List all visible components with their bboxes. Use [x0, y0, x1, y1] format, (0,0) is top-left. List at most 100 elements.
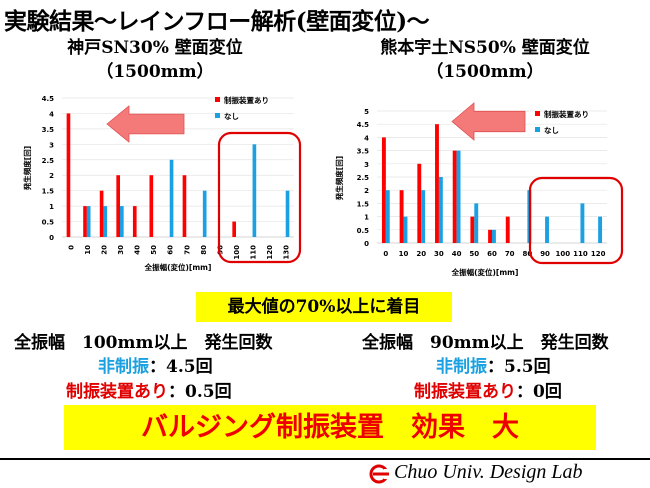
x-tick-label: 90	[216, 245, 224, 255]
legend-label: 制振装置あり	[544, 109, 589, 119]
bar-damped-70	[505, 216, 510, 243]
bar-damped-30	[435, 124, 439, 243]
left-chart-subtitle-size: （1500mm）	[96, 62, 214, 82]
bar-none-20	[421, 190, 426, 243]
x-tick-label: 80	[523, 250, 533, 258]
x-tick-label: 20	[416, 250, 426, 258]
damped-value: ：0.5回	[168, 382, 232, 402]
y-tick-label: 3.5	[42, 126, 55, 134]
bar-damped-0	[66, 113, 71, 237]
legend-swatch	[215, 113, 220, 118]
bar-none-120	[598, 216, 603, 243]
y-tick-label: 4.5	[357, 121, 370, 129]
y-tick-label: 3	[49, 141, 54, 149]
y-tick-label: 2	[49, 172, 54, 180]
bar-damped-10	[83, 206, 87, 237]
x-tick-label: 10	[399, 250, 409, 258]
bar-none-60	[169, 159, 174, 237]
left-bar-chart: 0 0.5 1 1.5 2 2.5 3 3.5 4 4.5 0 10 20 30 40 50 60 70 80 90 1…	[22, 95, 302, 272]
y-tick-label: 0.5	[42, 219, 55, 227]
non-damped-value: ：4.5回	[149, 357, 213, 377]
right-bar-chart: 00.511.522.533.544.550 10 20 30 40 50 60 70 80 90…	[334, 102, 624, 277]
x-tick-label: 130	[283, 245, 291, 260]
bar-none-110	[252, 144, 257, 237]
legend-label: なし	[224, 112, 239, 121]
bar-none-10	[86, 206, 91, 237]
legend-swatch	[535, 111, 540, 116]
bar-none-20	[103, 206, 108, 237]
damped-label: 制振装置あり	[66, 382, 168, 402]
y-tick-label: 5	[364, 108, 369, 116]
x-tick-label: 80	[200, 245, 208, 255]
y-tick-label: 3.5	[357, 148, 370, 156]
bar-damped-40	[132, 206, 137, 237]
x-tick-label: 120	[266, 245, 274, 260]
legend-label: 制振装置あり	[224, 95, 269, 105]
y-tick-label: 1	[49, 203, 54, 211]
right-chart-subtitle: 熊本宇土NS50% 壁面変位	[380, 38, 590, 58]
non-damped-value: ：5.5回	[487, 357, 551, 377]
x-tick-label: 110	[573, 250, 588, 258]
x-tick-label: 100	[233, 245, 241, 260]
x-axis-title: 全振幅(変位)[mm]	[144, 262, 212, 272]
y-tick-label: 0	[364, 240, 369, 248]
damped-label: 制振装置あり	[414, 382, 516, 402]
bar-none-30	[438, 177, 443, 243]
bar-none-30	[120, 206, 124, 237]
x-tick-label: 60	[167, 245, 175, 255]
bar-damped-50	[470, 216, 475, 243]
y-tick-label: 2.5	[357, 174, 370, 182]
left-arrow-icon	[106, 105, 185, 143]
y-tick-label: 1.5	[42, 188, 55, 196]
x-tick-label: 50	[469, 250, 479, 258]
bar-none-110	[580, 203, 585, 243]
x-tick-label: 10	[84, 245, 92, 255]
bar-none-130	[285, 190, 290, 237]
x-tick-label: 30	[434, 250, 444, 258]
y-tick-label: 2.5	[42, 157, 55, 165]
x-tick-label: 120	[591, 250, 606, 258]
x-tick-label: 30	[117, 245, 125, 255]
bar-none-40	[456, 150, 461, 243]
y-tick-label: 3	[364, 161, 369, 169]
bar-none-60	[492, 229, 496, 243]
right-chart-subtitle-size: （1500mm）	[426, 62, 544, 82]
bar-damped-100	[232, 221, 236, 237]
x-tick-label: 70	[505, 250, 515, 258]
focus-note: 最大値の70%以上に着目	[196, 292, 452, 322]
y-tick-label: 4	[49, 110, 54, 118]
highlight-box	[528, 176, 624, 265]
right-non-damped-line: 非制振：5.5回	[436, 352, 551, 377]
damped-value: ：0回	[516, 382, 562, 402]
x-tick-label: 50	[150, 245, 158, 255]
bar-damped-0	[381, 137, 386, 243]
y-tick-label: 0	[49, 234, 54, 242]
bar-damped-40	[452, 150, 457, 243]
y-tick-label: 1	[364, 214, 369, 222]
bar-damped-20	[417, 163, 422, 243]
y-tick-label: 4.5	[42, 95, 55, 103]
x-tick-label: 70	[183, 245, 191, 255]
x-tick-label: 40	[134, 245, 142, 255]
y-tick-label: 1.5	[357, 200, 370, 208]
bar-none-10	[403, 216, 408, 243]
x-axis-title: 全振幅(変位)[mm]	[451, 267, 519, 277]
y-tick-label: 0.5	[357, 227, 370, 235]
bar-damped-50	[149, 175, 154, 237]
highlight-box	[217, 131, 302, 264]
non-damped-label: 非制振	[98, 357, 149, 377]
bar-damped-70	[182, 175, 187, 237]
lab-name: Chuo Univ. Design Lab	[394, 461, 583, 483]
bar-none-80	[202, 190, 207, 237]
conclusion-banner: バルジング制振装置 効果 大	[64, 405, 596, 450]
bar-none-0	[385, 190, 390, 243]
x-tick-label: 100	[555, 250, 570, 258]
non-damped-label: 非制振	[436, 357, 487, 377]
left-summary-heading: 全振幅 100mm以上 発生回数	[14, 333, 273, 353]
bar-damped-60	[488, 229, 492, 243]
x-tick-label: 20	[100, 245, 108, 255]
bar-damped-10	[399, 190, 404, 243]
bar-damped-20	[99, 190, 104, 237]
y-tick-label: 2	[364, 187, 369, 195]
y-tick-label: 4	[364, 134, 369, 142]
